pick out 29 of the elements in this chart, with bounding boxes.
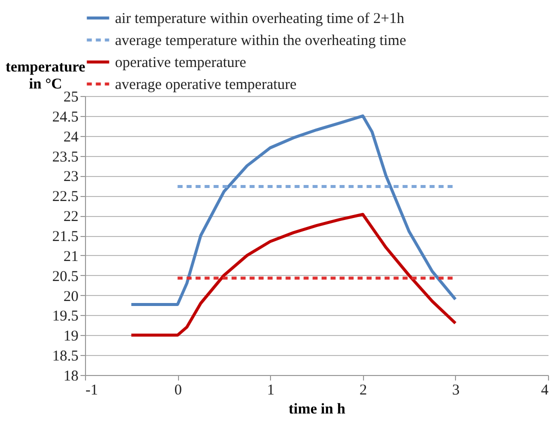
legend-label: average temperature within the overheating time (115, 33, 406, 49)
y-tick-label: 23 (64, 169, 78, 186)
y-tick-label: 19.5 (52, 308, 78, 325)
y-tick-label: 19 (64, 328, 78, 345)
legend-label: operative temperature (115, 55, 247, 71)
x-axis-title: time in h (288, 402, 346, 418)
y-axis-title: temperature in °C (6, 60, 86, 92)
y-tick-label: 23.5 (52, 149, 78, 166)
y-tick-label: 21.5 (52, 229, 78, 245)
x-tick-label: 4 (541, 382, 549, 398)
y-tick-label: 25 (64, 90, 78, 106)
x-tick-label: -1 (86, 382, 98, 398)
y-tick-label: 18.5 (52, 348, 78, 365)
y-tick-label: 24 (64, 129, 79, 146)
x-tick-label: 1 (266, 382, 274, 398)
y-tick-label: 20 (64, 288, 78, 305)
y-tick-label: 22.5 (52, 189, 78, 206)
x-tick-label: 2 (360, 382, 368, 398)
x-tick-label: 0 (174, 382, 182, 398)
x-tick-label: 3 (452, 382, 460, 398)
line-series (130, 212, 457, 337)
y-tick-label: 18 (64, 368, 78, 384)
y-tick-label: 21 (64, 248, 78, 265)
y-tick-label: 24.5 (52, 109, 78, 126)
line-series (130, 114, 457, 306)
y-tick-label: 20.5 (52, 268, 78, 285)
legend-label: air temperature within overheating time of 2+1h (115, 11, 405, 27)
legend-label: average operative temperature (115, 77, 297, 93)
y-tick-label: 22 (64, 209, 78, 226)
